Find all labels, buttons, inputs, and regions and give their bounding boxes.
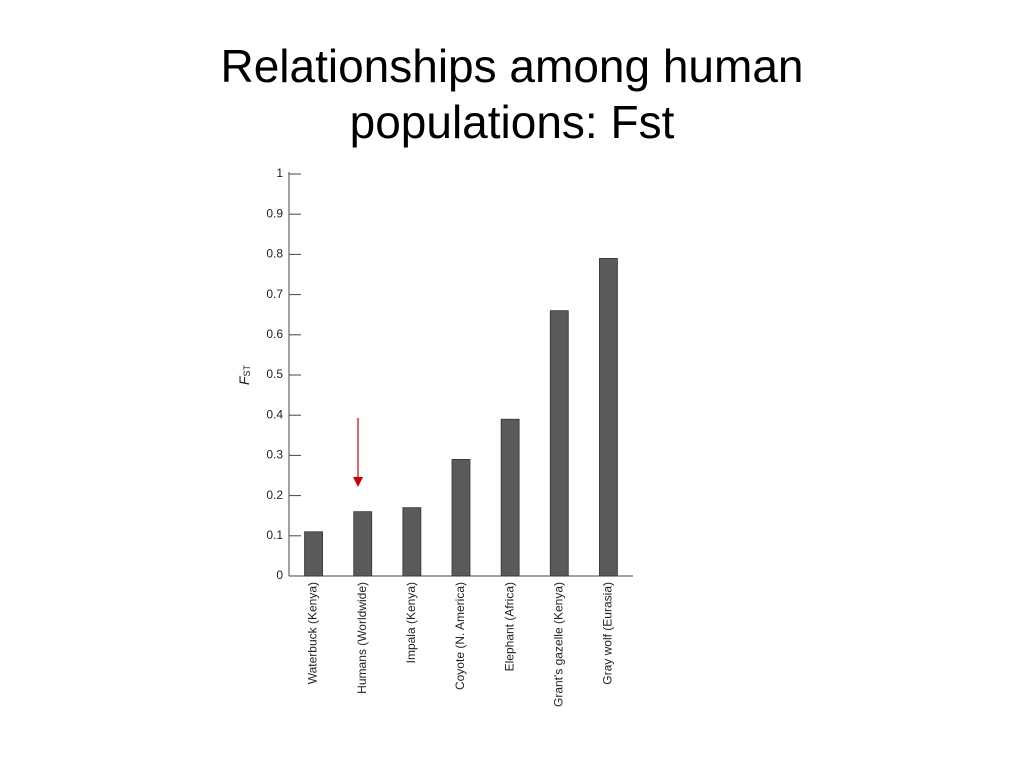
y-axis-label: FST [236, 364, 253, 385]
bar [402, 507, 422, 577]
bar [549, 310, 569, 577]
chart-title: Relationships among human populations: F… [220, 40, 804, 148]
x-tick-label: Elephant (Africa) [502, 582, 516, 671]
x-tick-label: Gray wolf (Eurasia) [601, 582, 615, 685]
y-tick-label: 0.8 [266, 247, 283, 261]
y-tick-label: 0.7 [266, 287, 283, 301]
bar [304, 531, 323, 577]
bar [500, 418, 520, 577]
x-tick-label: Waterbuck (Kenya) [306, 582, 320, 684]
y-tick-label: 0.3 [266, 448, 283, 462]
y-tick-label: 0.6 [266, 327, 283, 341]
arrow-head [353, 477, 363, 487]
x-tick-label: Grant's gazelle (Kenya) [551, 582, 565, 707]
y-tick-label: 0.1 [266, 528, 283, 542]
y-label-subscript: ST [242, 364, 252, 376]
y-tick-label: 0.4 [266, 407, 283, 421]
x-tick-label: Coyote (N. America) [453, 582, 467, 690]
y-tick-label: 0.5 [266, 367, 283, 381]
bar [599, 258, 618, 577]
y-tick-label: 0.9 [266, 206, 283, 220]
y-tick-label: 1 [276, 166, 283, 180]
x-tick-label: Humans (Worldwide) [355, 582, 369, 694]
y-tick-label: 0 [276, 568, 283, 582]
y-label-main: F [236, 375, 252, 385]
bar [353, 511, 373, 577]
x-tick-label: Impala (Kenya) [404, 582, 418, 663]
y-tick-label: 0.2 [266, 488, 283, 502]
bar [451, 459, 471, 577]
